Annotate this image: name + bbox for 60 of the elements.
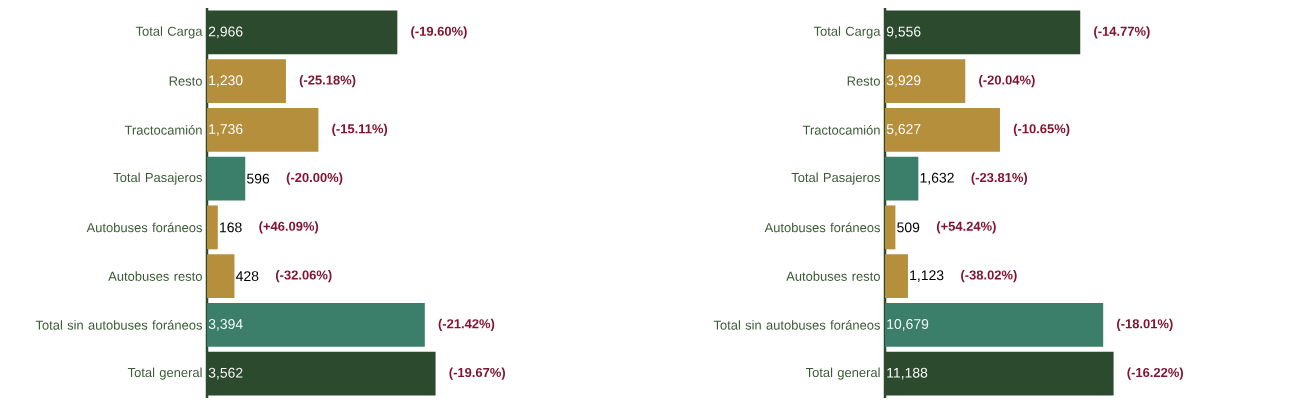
data-label: 9,556 <box>886 26 921 39</box>
y-tick-label: Total general <box>127 367 202 380</box>
y-tick-label: Autobuses resto <box>786 271 880 281</box>
y-tick-label: Total general <box>805 367 880 380</box>
annotation: (-23.81%) <box>971 172 1028 185</box>
bar <box>207 107 319 152</box>
y-tick-label: Total sin autobuses foráneos <box>713 320 881 330</box>
y-tick-label: Autobuses foráneos <box>764 222 881 233</box>
text: (-16.22%) <box>1127 367 1183 380</box>
data-label: 2,966 <box>208 26 243 39</box>
bar <box>207 302 425 347</box>
data-label: 11,188 <box>887 367 928 380</box>
data-label: 3,394 <box>208 319 243 331</box>
bar <box>885 302 1104 347</box>
data-label: 428 <box>235 271 259 282</box>
bar <box>207 254 235 299</box>
annotation: (-19.60%) <box>411 26 467 39</box>
y-tick-label: Total Carga <box>135 26 203 39</box>
annotation: (-10.65%) <box>1013 123 1070 136</box>
y-tick-label: Tractocamión <box>124 125 202 135</box>
data-label: 10,679 <box>887 319 929 331</box>
data-label: 3,562 <box>208 367 243 380</box>
text: (-19.67%) <box>449 367 505 380</box>
bar <box>885 156 919 201</box>
y-tick-label: Tractocamión <box>802 125 880 135</box>
y-tick-label: Autobuses foráneos <box>86 222 203 233</box>
bar <box>207 59 286 104</box>
annotation: (-20.04%) <box>979 75 1035 88</box>
y-tick-label: Resto <box>847 76 880 86</box>
data-label: 3,929 <box>886 75 921 87</box>
annotation: (-20.00%) <box>286 172 343 185</box>
y-tick-label: Total sin autobuses foráneos <box>35 320 202 330</box>
text: (-18.01%) <box>1117 318 1173 331</box>
annotation: (+46.09%) <box>259 221 319 234</box>
y-tick-label: Resto <box>169 76 202 86</box>
y-tick-label: Total Pasajeros <box>113 172 203 185</box>
y-tick-label: Total Pasajeros <box>791 172 881 185</box>
bar <box>885 107 1000 152</box>
data-label: 1,123 <box>910 270 944 282</box>
annotation: (-32.06%) <box>275 270 332 283</box>
data-label: 1,230 <box>209 75 243 87</box>
data-label: 168 <box>220 222 242 233</box>
bar <box>885 59 966 104</box>
bar <box>207 205 218 250</box>
annotation: (+54.24%) <box>936 221 996 234</box>
y-tick-label: Total Carga <box>813 26 881 39</box>
annotation: (-14.77%) <box>1094 26 1150 39</box>
text: (-21.42%) <box>438 318 495 331</box>
bar <box>885 254 908 299</box>
data-label: 1,632 <box>920 172 954 185</box>
y-tick-label: Autobuses resto <box>108 271 202 281</box>
annotation: (-38.02%) <box>961 270 1017 283</box>
bar <box>207 156 246 201</box>
data-label: 5,627 <box>886 124 921 136</box>
data-label: 1,736 <box>209 124 243 136</box>
data-label: 596 <box>247 173 270 184</box>
data-label: 509 <box>897 222 920 233</box>
bar <box>885 205 896 250</box>
annotation: (-25.18%) <box>299 75 356 88</box>
annotation: (-15.11%) <box>332 123 388 136</box>
